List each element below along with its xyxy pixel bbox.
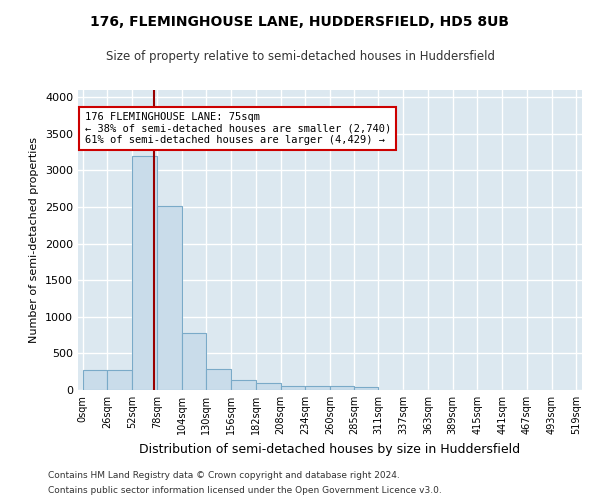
- Text: 176, FLEMINGHOUSE LANE, HUDDERSFIELD, HD5 8UB: 176, FLEMINGHOUSE LANE, HUDDERSFIELD, HD…: [91, 15, 509, 29]
- Text: 176 FLEMINGHOUSE LANE: 75sqm
← 38% of semi-detached houses are smaller (2,740)
6: 176 FLEMINGHOUSE LANE: 75sqm ← 38% of se…: [85, 112, 391, 145]
- Bar: [182, 333, 206, 390]
- Bar: [281, 386, 305, 390]
- Bar: [206, 369, 231, 390]
- Bar: [83, 370, 107, 390]
- Text: Size of property relative to semi-detached houses in Huddersfield: Size of property relative to semi-detach…: [106, 50, 494, 63]
- Bar: [354, 388, 379, 390]
- Bar: [305, 386, 330, 390]
- Bar: [231, 380, 256, 390]
- Bar: [256, 384, 281, 390]
- Text: Contains HM Land Registry data © Crown copyright and database right 2024.: Contains HM Land Registry data © Crown c…: [48, 471, 400, 480]
- Bar: [157, 206, 182, 390]
- Bar: [107, 370, 132, 390]
- X-axis label: Distribution of semi-detached houses by size in Huddersfield: Distribution of semi-detached houses by …: [139, 442, 521, 456]
- Bar: [330, 386, 354, 390]
- Y-axis label: Number of semi-detached properties: Number of semi-detached properties: [29, 137, 40, 343]
- Bar: [132, 156, 157, 390]
- Text: Contains public sector information licensed under the Open Government Licence v3: Contains public sector information licen…: [48, 486, 442, 495]
